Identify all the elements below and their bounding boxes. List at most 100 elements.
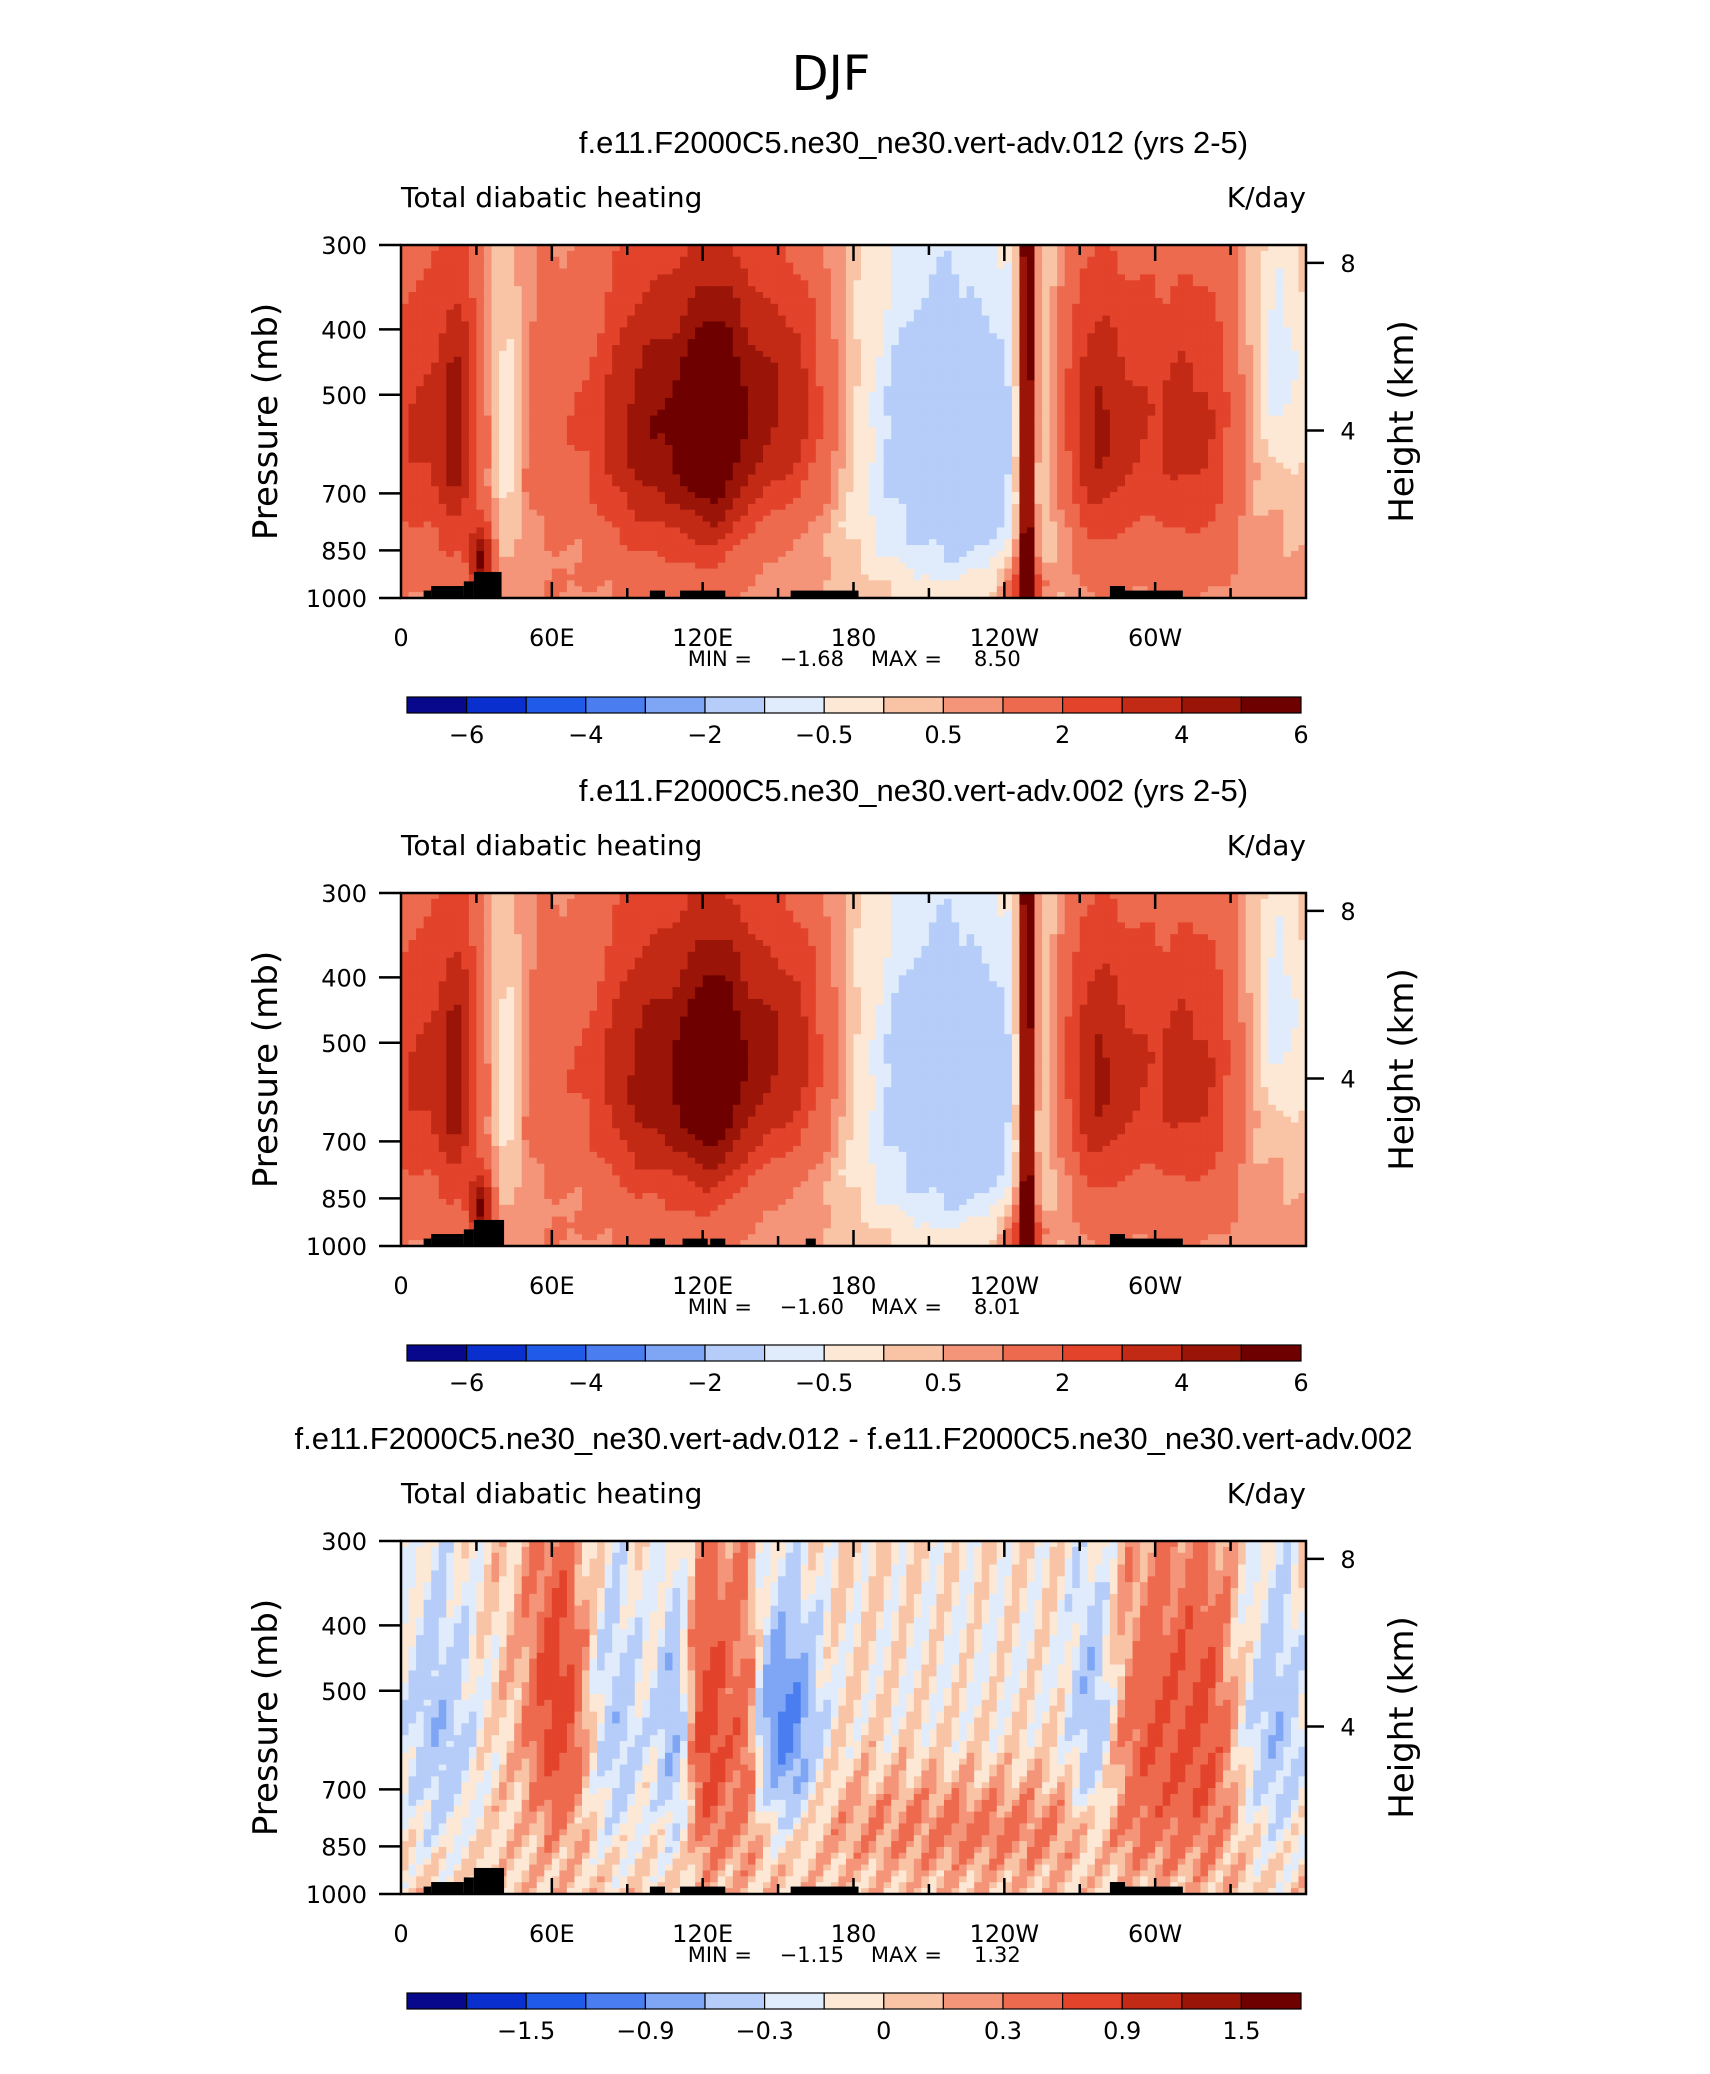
y2-axis-label: Height (km)	[1382, 320, 1422, 523]
colorbar: −6 −4 −2 −0.5 0.5 2 4 6	[406, 1344, 1309, 1397]
colorbar-label: −0.5	[795, 1369, 853, 1397]
x-tick-label: 60E	[529, 1920, 575, 1948]
colorbar-box	[406, 1344, 468, 1362]
topography-block	[710, 1238, 726, 1246]
y-tick-label: 700	[321, 480, 367, 508]
colorbar-label: 4	[1174, 1369, 1189, 1397]
colorbar-box	[1002, 1992, 1064, 2010]
y-tick-label: 300	[321, 232, 367, 260]
x-tick-label: 120E	[672, 624, 733, 652]
max-label: MAX =	[871, 647, 942, 671]
colorbar-box	[823, 1344, 885, 1362]
left-label: Total diabatic heating	[400, 1477, 702, 1510]
min-value: −1.60	[780, 1295, 844, 1319]
topography-block	[649, 1886, 665, 1894]
y2-tick-label: 4	[1340, 1065, 1355, 1093]
x-tick-label: 60W	[1128, 624, 1182, 652]
y2-axis-label: Height (km)	[1382, 968, 1422, 1171]
colorbar-box	[644, 1992, 706, 2010]
min-label: MIN =	[688, 647, 752, 671]
colorbar-box	[644, 1344, 706, 1362]
colorbar-box	[1061, 1344, 1123, 1362]
colorbar: −1.5 −0.9 −0.3 0 0.3 0.9 1.5	[406, 1992, 1302, 2045]
colorbar-box	[1181, 696, 1243, 714]
panel-title: f.e11.F2000C5.ne30_ne30.vert-adv.012 (yr…	[579, 125, 1248, 160]
colorbar-box	[1240, 696, 1302, 714]
topography-block	[463, 581, 474, 598]
colorbar-label: 0	[876, 2017, 891, 2045]
y-tick-label: 1000	[306, 585, 367, 613]
left-label: Total diabatic heating	[400, 829, 702, 862]
topography-block	[423, 1886, 432, 1894]
topography-block	[1109, 1234, 1125, 1246]
x-tick-label: 120W	[970, 1920, 1040, 1948]
topography-block	[790, 590, 859, 598]
colorbar-label: −4	[568, 721, 603, 749]
colorbar-label: −6	[449, 1369, 484, 1397]
colorbar-box	[1061, 696, 1123, 714]
x-tick-label: 120E	[672, 1272, 733, 1300]
colorbar-box	[823, 1992, 885, 2010]
topography-block	[431, 586, 464, 598]
y-tick-label: 700	[321, 1776, 367, 1804]
colorbar-label: 0.3	[984, 2017, 1022, 2045]
colorbar-label: −4	[568, 1369, 603, 1397]
left-label: Total diabatic heating	[400, 181, 702, 214]
y-tick-label: 500	[321, 382, 367, 410]
colorbar-box	[704, 1992, 766, 2010]
topography-block	[1125, 590, 1183, 598]
colorbar-box	[585, 1992, 646, 2010]
y2-tick-label: 8	[1340, 898, 1355, 926]
colorbar-box	[1240, 1344, 1302, 1362]
topography-block	[423, 1238, 432, 1246]
x-tick-label: 60W	[1128, 1920, 1182, 1948]
colorbar-box	[1181, 1992, 1243, 2010]
colorbar-label: 6	[1293, 1369, 1308, 1397]
colorbar-box	[763, 1992, 825, 2010]
colorbar-box	[525, 1344, 587, 1362]
y2-axis-label: Height (km)	[1382, 1616, 1422, 1819]
colorbar-box	[466, 1992, 527, 2010]
topography-block	[473, 1219, 505, 1246]
y-tick-label: 500	[321, 1030, 367, 1058]
colorbar-box	[1181, 1344, 1243, 1362]
colorbar-label: 0.5	[924, 1369, 962, 1397]
y-tick-label: 850	[321, 537, 367, 565]
x-tick-label: 120E	[672, 1920, 733, 1948]
topography-block	[423, 590, 432, 598]
colorbar-label: −2	[687, 1369, 722, 1397]
y-tick-label: 1000	[306, 1881, 367, 1909]
colorbar-box	[585, 1344, 646, 1362]
colorbar-box	[644, 696, 706, 714]
colorbar-box	[525, 696, 587, 714]
y-tick-label: 400	[321, 964, 367, 992]
x-tick-label: 120W	[970, 624, 1040, 652]
contour-field	[401, 1541, 1307, 1895]
y-axis-label: Pressure (mb)	[246, 951, 286, 1188]
colorbar-box	[1240, 1992, 1302, 2010]
colorbar-box	[1002, 1344, 1064, 1362]
topography-block	[431, 1882, 464, 1894]
x-tick-label: 0	[393, 1920, 408, 1948]
y2-tick-label: 8	[1340, 1546, 1355, 1574]
min-value: −1.15	[780, 1943, 844, 1967]
y-axis-label: Pressure (mb)	[246, 303, 286, 540]
colorbar-box	[763, 696, 825, 714]
x-tick-label: 180	[831, 1920, 877, 1948]
colorbar-box	[406, 696, 468, 714]
colorbar-label: 0.9	[1103, 2017, 1141, 2045]
right-label: K/day	[1227, 181, 1306, 214]
colorbar-label: −2	[687, 721, 722, 749]
max-label: MAX =	[871, 1943, 942, 1967]
y-tick-label: 700	[321, 1128, 367, 1156]
topography-block	[1109, 1882, 1125, 1894]
y-tick-label: 300	[321, 880, 367, 908]
y-tick-label: 400	[321, 1612, 367, 1640]
colorbar-label: −1.5	[497, 2017, 555, 2045]
y-tick-label: 500	[321, 1678, 367, 1706]
chart-panel-3: f.e11.F2000C5.ne30_ne30.vert-adv.012 - f…	[246, 1421, 1422, 2045]
topography-block	[1125, 1886, 1183, 1894]
min-value: −1.68	[780, 647, 844, 671]
y-tick-label: 400	[321, 316, 367, 344]
